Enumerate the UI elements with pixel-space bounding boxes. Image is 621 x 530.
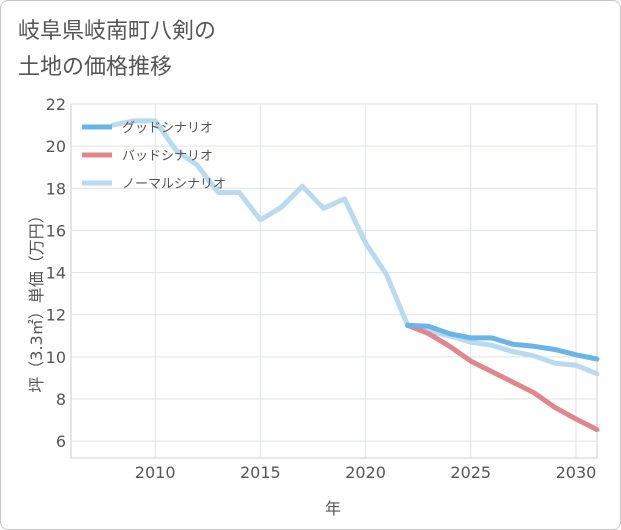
x-tick-label: 2015 [240, 463, 281, 482]
x-tick-label: 2020 [345, 463, 386, 482]
y-tick-label: 20 [46, 137, 66, 156]
x-axis-title: 年 [325, 499, 341, 518]
series-layer [110, 118, 600, 433]
y-tick-label: 14 [46, 264, 66, 283]
y-tick-label: 6 [56, 432, 66, 451]
chart-title: 岐阜県岐南町八剣の 土地の価格推移 [18, 14, 216, 86]
legend-label: グッドシナリオ [122, 121, 213, 136]
y-tick-label: 12 [46, 306, 66, 325]
x-tick-labels: 2010 2015 2020 2025 2030 [135, 463, 597, 482]
x-tick-label: 2010 [135, 463, 176, 482]
y-axis-title: 坪（3.3㎡）単価（万円） [27, 207, 46, 392]
x-tick-label: 2030 [556, 463, 597, 482]
x-tick-label: 2025 [450, 463, 491, 482]
y-tick-label: 8 [56, 390, 66, 409]
chart-title-line-1: 岐阜県岐南町八剣の [18, 19, 217, 44]
grid-lines [71, 103, 597, 458]
series-line-0 [405, 322, 600, 362]
chart-title-line-2: 土地の価格推移 [18, 55, 173, 80]
series-line-2 [110, 118, 600, 377]
y-tick-labels: 6 8 10 12 14 16 18 20 22 [46, 95, 66, 451]
legend-label: ノーマルシナリオ [122, 177, 226, 192]
y-tick-label: 10 [46, 348, 66, 367]
y-tick-label: 16 [46, 221, 66, 240]
y-tick-label: 18 [46, 179, 66, 198]
y-tick-label: 22 [46, 95, 66, 114]
legend-label: バッドシナリオ [122, 149, 213, 164]
series-line-1 [405, 322, 600, 433]
